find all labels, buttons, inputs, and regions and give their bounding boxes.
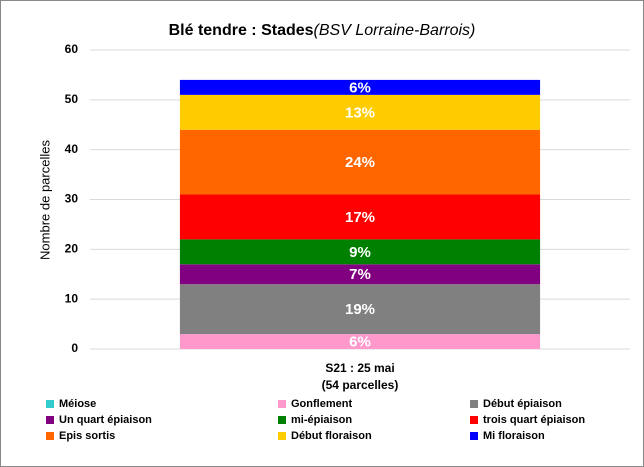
- legend-swatch: [46, 416, 54, 424]
- value-label: 6%: [349, 333, 371, 350]
- value-label: 6%: [349, 79, 371, 96]
- y-tick-label: 0: [71, 341, 78, 355]
- y-tick-label: 10: [65, 291, 79, 305]
- value-label: 17%: [345, 209, 375, 226]
- legend-label: Mi floraison: [483, 430, 545, 442]
- legend-label: Gonflement: [291, 398, 352, 410]
- y-tick-label: 40: [65, 142, 79, 156]
- y-tick-label: 50: [65, 92, 79, 106]
- legend-swatch: [278, 400, 286, 408]
- legend-label: Méiose: [59, 398, 96, 410]
- value-label: 24%: [345, 154, 375, 171]
- legend-label: trois quart épiaison: [483, 414, 585, 426]
- bar-segment: [179, 194, 541, 240]
- x-tick-label: (54 parcelles): [322, 378, 399, 392]
- legend-swatch: [46, 400, 54, 408]
- legend-swatch: [278, 432, 286, 440]
- legend-label: Un quart épiaison: [59, 414, 152, 426]
- y-tick-label: 60: [65, 42, 79, 56]
- value-label: 19%: [345, 301, 375, 318]
- bar-segment: [179, 129, 541, 195]
- y-tick-label: 20: [65, 242, 79, 256]
- value-label: 9%: [349, 244, 371, 261]
- legend-swatch: [46, 432, 54, 440]
- bar-segment: [179, 264, 541, 285]
- bar-segment: [179, 239, 541, 265]
- bar-segment: [179, 94, 541, 130]
- chart-title-group: Blé tendre : Stades(BSV Lorraine-Barrois…: [169, 22, 476, 39]
- legend-label: Epis sortis: [59, 430, 115, 442]
- y-axis-label: Nombre de parcelles: [37, 140, 52, 260]
- bar-segment: [179, 79, 541, 95]
- y-tick-label: 30: [65, 192, 79, 206]
- legend-label: Début épiaison: [483, 398, 562, 410]
- chart-title: Blé tendre : Stades: [169, 22, 314, 39]
- value-label: 7%: [349, 266, 371, 283]
- legend-label: Début floraison: [291, 430, 372, 442]
- bar-segment: [179, 334, 541, 349]
- value-label: 13%: [345, 104, 375, 121]
- bar-segment: [179, 284, 541, 335]
- legend-swatch: [470, 432, 478, 440]
- legend-swatch: [470, 400, 478, 408]
- legend-swatch: [470, 416, 478, 424]
- legend-label: mi-épiaison: [291, 414, 352, 426]
- chart-subtitle: (BSV Lorraine-Barrois): [314, 22, 476, 39]
- x-tick-label: S21 : 25 mai: [325, 361, 394, 375]
- legend-swatch: [278, 416, 286, 424]
